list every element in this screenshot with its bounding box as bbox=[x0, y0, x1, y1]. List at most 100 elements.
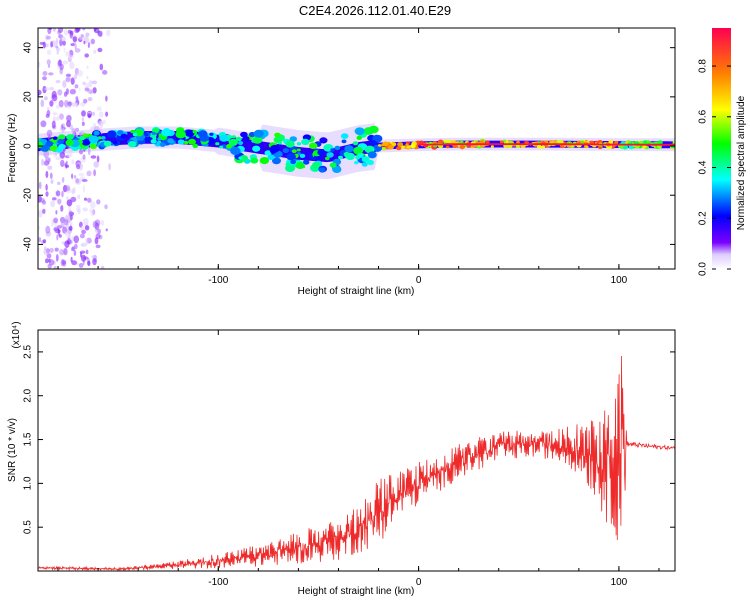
spectrogram-noise-blob bbox=[97, 228, 101, 234]
spectrogram-blob bbox=[65, 139, 74, 146]
spectrogram-blob bbox=[157, 137, 162, 141]
spectrogram-noise-blob bbox=[47, 107, 50, 111]
spectrogram-blob bbox=[397, 142, 404, 147]
spectrogram-noise-blob bbox=[97, 120, 104, 126]
spectrogram-noise-blob bbox=[38, 209, 43, 218]
spectrogram-noise-blob bbox=[47, 64, 51, 68]
spectrogram-xtick-label: 0 bbox=[416, 275, 422, 286]
spectrogram-noise-blob bbox=[105, 228, 108, 232]
spectrogram-noise-blob bbox=[101, 219, 105, 226]
spectrogram-blob bbox=[459, 144, 466, 150]
spectrogram-noise-blob bbox=[46, 59, 51, 65]
spectrogram-blob bbox=[117, 130, 124, 135]
spectrogram-noise-blob bbox=[45, 191, 49, 197]
spectrogram-noise-blob bbox=[95, 244, 101, 249]
spectrogram-blob bbox=[541, 145, 546, 149]
snr-xtick-label: 100 bbox=[611, 577, 628, 588]
spectrogram-noise-blob bbox=[44, 151, 48, 160]
snr-xtick-label: -100 bbox=[208, 577, 228, 588]
spectrogram-noise-blob bbox=[80, 252, 83, 258]
spectrogram-blob bbox=[128, 141, 137, 148]
spectrogram-noise-blob bbox=[87, 97, 93, 102]
snr-ytick-label: 2.0 bbox=[23, 388, 34, 402]
spectrogram-noise-blob bbox=[89, 89, 94, 95]
spectrogram-noise-blob bbox=[75, 28, 81, 32]
spectrogram-noise-blob bbox=[87, 113, 92, 119]
spectrogram-noise-blob bbox=[83, 98, 88, 104]
spectrogram-noise-blob bbox=[91, 80, 98, 85]
spectrogram-noise-blob bbox=[86, 170, 92, 177]
spectrogram-blob bbox=[167, 138, 174, 144]
spectrogram-noise-blob bbox=[70, 77, 75, 85]
spectrogram-noise-blob bbox=[76, 204, 81, 212]
spectrogram-noise-blob bbox=[58, 28, 64, 34]
spectrogram-noise-blob bbox=[38, 61, 41, 68]
spectrogram-blob bbox=[490, 145, 494, 148]
spectrogram-noise-blob bbox=[50, 200, 55, 208]
spectrogram-blob bbox=[608, 140, 614, 144]
spectrogram-noise-blob bbox=[74, 243, 78, 250]
spectrogram-blob bbox=[66, 134, 74, 140]
spectrogram-noise-blob bbox=[83, 197, 88, 201]
spectrogram-blob bbox=[343, 151, 350, 157]
spectrogram-blob bbox=[273, 136, 282, 143]
spectrogram-xtick-label: -100 bbox=[208, 275, 228, 286]
spectrogram-noise-blob bbox=[53, 226, 59, 232]
spectrogram-blob bbox=[285, 162, 291, 167]
spectrogram-noise-blob bbox=[68, 210, 73, 219]
spectrogram-noise-blob bbox=[45, 157, 51, 163]
spectrogram-ytick-label: -40 bbox=[23, 237, 34, 252]
spectrogram-noise-blob bbox=[55, 37, 59, 46]
spectrogram-image bbox=[32, 28, 675, 269]
spectrogram-blob bbox=[367, 159, 374, 166]
spectrogram-blob bbox=[239, 155, 249, 162]
spectrogram-blob bbox=[161, 129, 171, 137]
spectrogram-noise-blob bbox=[81, 117, 85, 122]
spectrogram-noise-blob bbox=[39, 41, 45, 45]
spectrogram-noise-blob bbox=[85, 249, 89, 255]
spectrogram-blob bbox=[209, 132, 214, 136]
colorbar-ticks bbox=[712, 65, 731, 270]
spectrogram-noise-blob bbox=[83, 40, 86, 45]
spectrogram-noise-blob bbox=[32, 211, 34, 214]
spectrogram-blob bbox=[267, 154, 275, 160]
spectrogram-blob bbox=[101, 136, 106, 140]
spectrogram-noise-blob bbox=[51, 120, 56, 129]
colorbar-tick-label: 0.8 bbox=[698, 59, 709, 73]
spectrogram-noise-blob bbox=[83, 256, 89, 260]
spectrogram-noise-blob bbox=[60, 216, 66, 224]
spectrogram-blob bbox=[151, 131, 156, 136]
spectrogram-noise-blob bbox=[106, 29, 111, 37]
spectrogram-noise-blob bbox=[90, 38, 96, 45]
spectrogram-blob bbox=[235, 136, 242, 142]
spectrogram-blob bbox=[405, 143, 409, 146]
spectrogram-noise-blob bbox=[42, 239, 47, 244]
snr-ytick-label: 2.5 bbox=[23, 345, 34, 359]
spectrogram-blob bbox=[177, 139, 185, 145]
spectrogram-noise-blob bbox=[81, 110, 86, 117]
snr-xlabel: Height of straight line (km) bbox=[298, 586, 415, 597]
spectrogram-noise-blob bbox=[69, 61, 75, 70]
spectrogram-noise-blob bbox=[71, 173, 74, 179]
spectrogram-noise-blob bbox=[67, 147, 72, 152]
spectrogram-noise-blob bbox=[34, 125, 37, 132]
spectrogram-noise-blob bbox=[66, 120, 71, 128]
spectrogram-noise-blob bbox=[98, 30, 103, 37]
spectrogram-noise-blob bbox=[57, 198, 62, 205]
spectrogram-blob bbox=[672, 140, 675, 144]
spectrogram-blob bbox=[45, 141, 54, 147]
spectrogram-blob bbox=[132, 132, 138, 137]
spectrogram-noise-blob bbox=[35, 59, 38, 66]
spectrogram-noise-blob bbox=[66, 114, 72, 122]
spectrogram-noise-blob bbox=[65, 73, 72, 77]
spectrogram-blob bbox=[308, 142, 318, 150]
spectrogram-noise-blob bbox=[63, 29, 69, 36]
spectrogram-noise-blob bbox=[69, 88, 76, 95]
spectrogram-noise-blob bbox=[42, 76, 47, 81]
spectrogram-blob bbox=[285, 140, 295, 148]
spectrogram-blob bbox=[58, 143, 66, 150]
spectrogram-noise-blob bbox=[92, 258, 97, 266]
spectrogram-noise-blob bbox=[82, 207, 88, 212]
spectrogram-noise-blob bbox=[57, 181, 61, 185]
spectrogram-blob bbox=[499, 140, 504, 144]
